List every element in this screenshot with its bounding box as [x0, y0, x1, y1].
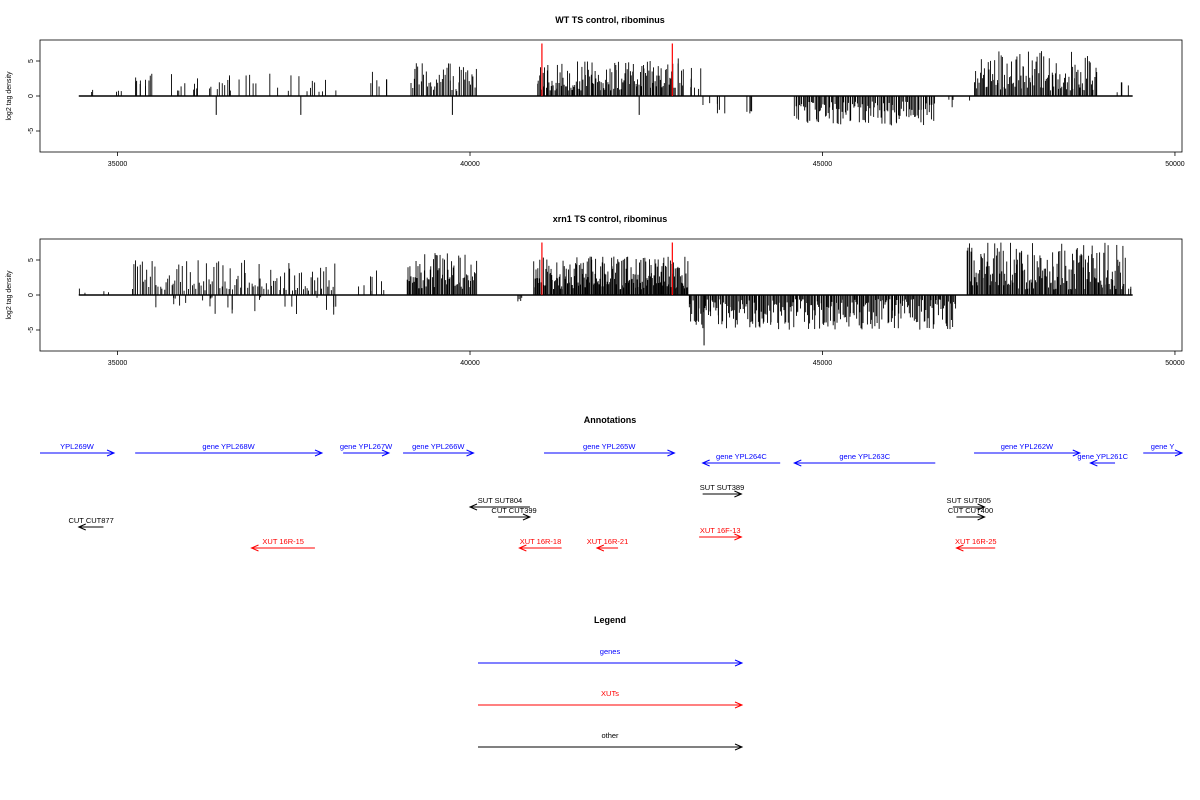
annotation-arrow: gene YPL262W — [974, 442, 1082, 457]
x-tick-label: 50000 — [1165, 360, 1185, 367]
annotation-label: XUT 16R-15 — [262, 537, 304, 546]
y-tick-label: -5 — [28, 128, 35, 134]
x-tick-label: 40000 — [460, 360, 480, 367]
x-tick-label: 50000 — [1165, 161, 1185, 168]
annotation-arrow: XUT 16R-21 — [587, 537, 629, 552]
annotation-arrow: XUT 16F-13 — [699, 526, 743, 541]
annotation-label: YPL269W — [60, 442, 95, 451]
annotation-label: gene YPL264C — [716, 452, 767, 461]
annotation-arrow: XUT 16R-18 — [518, 537, 562, 552]
x-tick-label: 40000 — [460, 161, 480, 168]
y-tick-label: 5 — [28, 59, 35, 63]
annotation-label: gene YPL267W — [340, 442, 393, 451]
legend-entry: other — [478, 731, 744, 751]
annotation-label: SUT SUT804 — [478, 496, 522, 505]
annotation-arrow: gene Y — [1143, 442, 1184, 457]
y-tick-label: 5 — [28, 258, 35, 262]
annotation-label: gene YPL262W — [1001, 442, 1054, 451]
annotation-label: XUT 16F-13 — [700, 526, 741, 535]
bar-group — [78, 242, 1133, 346]
annotations-title: Annotations — [584, 415, 637, 425]
annotation-label: gene YPL261C — [1077, 452, 1128, 461]
axes-group: 35000 40000 45000 50000 -5 0 5 — [28, 39, 1185, 168]
annotation-label: gene Y — [1151, 442, 1175, 451]
annotation-label: gene YPL268W — [202, 442, 255, 451]
y-tick-label: 0 — [28, 94, 35, 98]
annotation-arrow: gene YPL265W — [544, 442, 676, 457]
annotation-label: gene YPL265W — [583, 442, 636, 451]
annotation-arrow: XUT 16R-25 — [955, 537, 997, 552]
annotation-arrow: CUT CUT399 — [491, 506, 537, 521]
bar-group — [78, 43, 1133, 126]
annotation-label: XUT 16R-21 — [587, 537, 629, 546]
annotation-arrow: gene YPL267W — [340, 442, 393, 457]
legend-label: other — [601, 731, 619, 740]
annotation-arrow: gene YPL264C — [701, 452, 781, 467]
annotation-label: CUT CUT877 — [68, 516, 113, 525]
annotation-arrow: gene YPL263C — [793, 452, 936, 467]
annotation-arrow: SUT SUT804 — [468, 496, 530, 511]
annotation-label: CUT CUT399 — [491, 506, 536, 515]
annotation-arrow: gene YPL268W — [135, 442, 324, 457]
annotation-label: XUT 16R-25 — [955, 537, 997, 546]
legend-entries: genes XUTs other — [478, 647, 744, 751]
x-tick-label: 35000 — [108, 360, 128, 367]
annotation-arrow: XUT 16R-15 — [250, 537, 315, 552]
y-axis-label: log2 tag density — [6, 71, 13, 121]
annotation-label: SUT SUT389 — [700, 483, 744, 492]
x-tick-label: 45000 — [813, 360, 833, 367]
panel-title: xrn1 TS control, ribominus — [553, 214, 668, 224]
annotation-arrow: CUT CUT877 — [68, 516, 114, 531]
y-axis-label: log2 tag density — [6, 270, 13, 320]
annotation-label: CUT CUT400 — [948, 506, 993, 515]
annotation-label: XUT 16R-18 — [520, 537, 562, 546]
annotation-arrow: SUT SUT805 — [947, 496, 991, 511]
annotation-arrow: gene YPL261C — [1077, 452, 1129, 467]
annotation-items: YPL269W gene YPL268W gene YPL267W gene YPL2… — [40, 442, 1184, 552]
axes-group: 35000 40000 45000 50000 -5 0 5 — [28, 238, 1185, 367]
x-tick-label: 45000 — [813, 161, 833, 168]
legend-entry: genes — [478, 647, 744, 667]
wt-track-panel: WT TS control, ribominus log2 tag densit… — [6, 15, 1185, 168]
legend: Legend genes XUTs other — [478, 615, 744, 751]
legend-label: XUTs — [601, 689, 619, 698]
panel-title: WT TS control, ribominus — [555, 15, 665, 25]
annotation-label: SUT SUT805 — [947, 496, 991, 505]
legend-label: genes — [600, 647, 621, 656]
annotation-arrow: SUT SUT389 — [700, 483, 744, 498]
y-tick-label: 0 — [28, 293, 35, 297]
x-tick-label: 35000 — [108, 161, 128, 168]
annotation-arrow: YPL269W — [40, 442, 116, 457]
xrn1-track-panel: xrn1 TS control, ribominus log2 tag dens… — [6, 214, 1185, 367]
annotation-label: gene YPL266W — [412, 442, 465, 451]
annotations-panel: Annotations YPL269W gene YPL268W gene YPL2… — [40, 415, 1184, 552]
annotation-label: gene YPL263C — [839, 452, 890, 461]
y-tick-label: -5 — [28, 327, 35, 333]
legend-entry: XUTs — [478, 689, 744, 709]
legend-title: Legend — [594, 615, 626, 625]
annotation-arrow: gene YPL266W — [403, 442, 475, 457]
annotation-arrow: CUT CUT400 — [948, 506, 993, 521]
